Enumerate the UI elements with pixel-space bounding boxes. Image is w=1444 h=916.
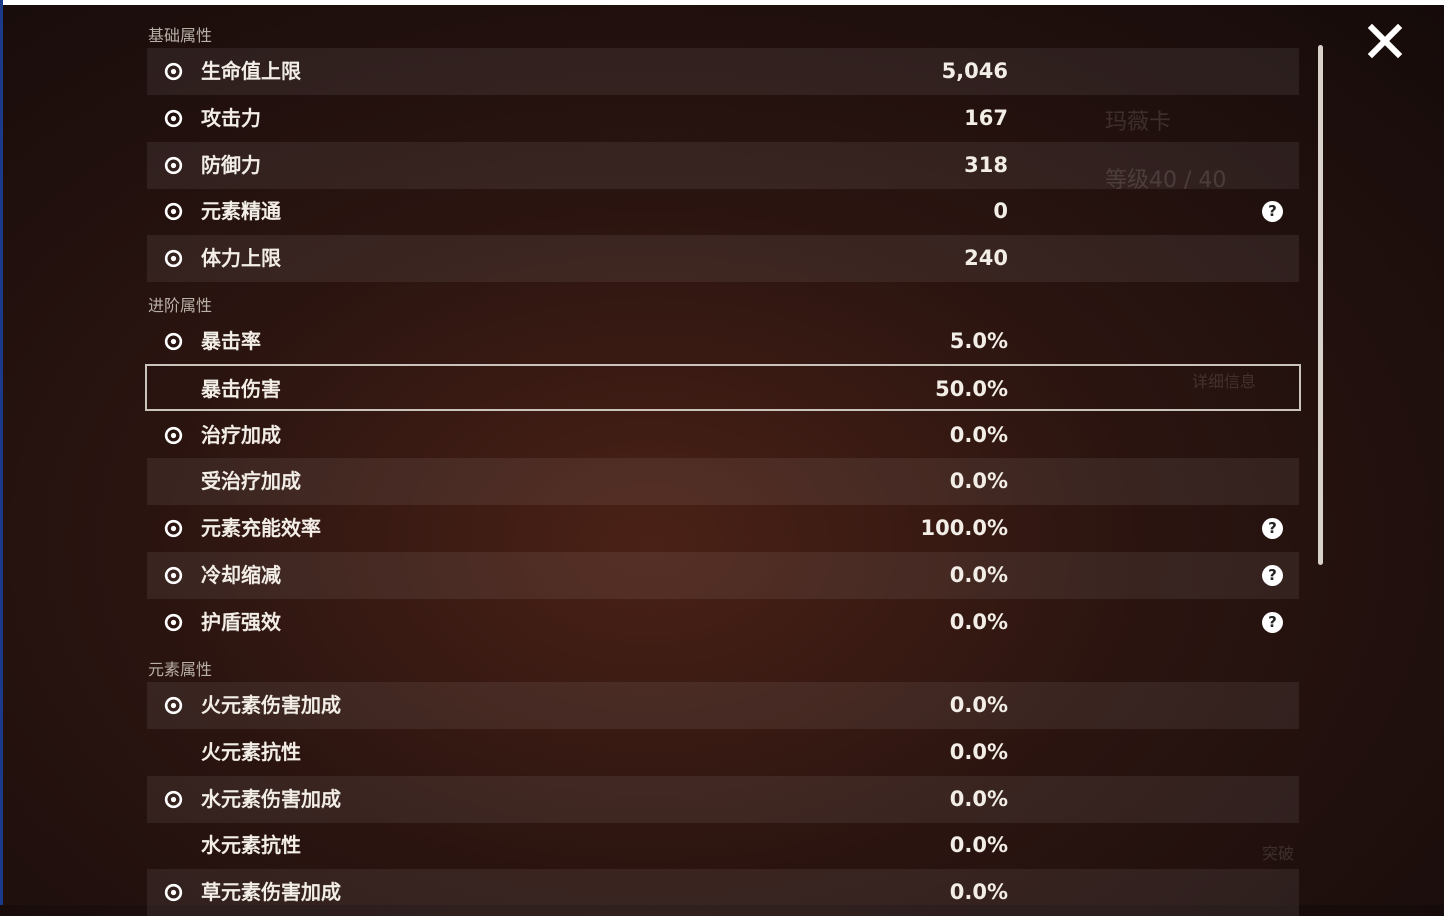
stat-label: 火元素抗性 [201, 739, 301, 764]
section-title: 基础属性 [148, 26, 213, 45]
stat-label: 生命值上限 [201, 59, 301, 83]
stat-label: 受治疗加成 [201, 469, 301, 494]
stat-icon [164, 332, 183, 351]
stat-row[interactable]: 攻击力 167 [147, 95, 1299, 142]
stat-icon [164, 884, 183, 902]
stat-value: 0.0% [949, 422, 1008, 447]
stat-row[interactable]: 火元素伤害加成 0.0% [147, 682, 1299, 729]
stat-label: 元素精通 [201, 199, 281, 224]
stat-label: 暴击率 [201, 329, 261, 353]
stat-row[interactable]: 防御力 318 [147, 141, 1299, 189]
ascend-button: 突破 [1262, 844, 1295, 863]
stat-value: 5,046 [941, 59, 1008, 83]
stat-label: 攻击力 [201, 105, 261, 130]
stat-icon [164, 156, 183, 174]
help-button[interactable]: ? [1262, 201, 1283, 223]
stat-row[interactable]: 生命值上限 5,046 [147, 48, 1299, 95]
stat-label: 水元素伤害加成 [201, 786, 341, 811]
stat-row[interactable]: 水元素伤害加成 0.0% [147, 775, 1299, 823]
stat-icon [164, 250, 183, 268]
stat-icon [164, 203, 183, 221]
stat-label: 水元素抗性 [201, 833, 301, 858]
stat-row[interactable]: 治疗加成 0.0% [147, 412, 1299, 459]
section-title: 元素属性 [148, 660, 213, 679]
stat-row[interactable]: 暴击伤害 50.0% [145, 363, 1301, 411]
stat-value: 50.0% [935, 376, 1008, 401]
stat-value: 0.0% [949, 833, 1008, 858]
stat-icon [164, 62, 183, 81]
details-button: 详细信息 [1192, 372, 1257, 391]
stat-value: 167 [964, 105, 1008, 130]
section-title: 进阶属性 [148, 296, 213, 315]
stat-value: 0 [993, 199, 1008, 224]
stat-label: 元素充能效率 [201, 516, 321, 541]
stat-row[interactable]: 冷却缩减 0.0%? [147, 552, 1299, 599]
stat-label: 体力上限 [201, 246, 281, 271]
stat-icon [164, 696, 183, 715]
stat-label: 护盾强效 [201, 609, 281, 634]
stat-label: 暴击伤害 [201, 376, 281, 401]
close-button[interactable] [1366, 22, 1404, 60]
stat-value: 0.0% [949, 693, 1008, 717]
stat-value: 5.0% [949, 329, 1008, 353]
stat-value: 0.0% [949, 739, 1008, 764]
stat-label: 草元素伤害加成 [201, 880, 341, 905]
stat-icon [164, 566, 183, 585]
stat-icon [164, 426, 183, 444]
help-button[interactable]: ? [1262, 565, 1283, 586]
character-name: 玛薇卡 [1105, 110, 1172, 135]
character-level: 等级40 / 40 [1105, 168, 1227, 193]
stat-row[interactable]: 暴击率 5.0% [147, 318, 1299, 365]
stat-value: 240 [964, 246, 1008, 271]
stat-value: 318 [964, 152, 1008, 177]
stat-value: 0.0% [949, 786, 1008, 811]
stat-value: 0.0% [949, 469, 1008, 494]
top-bar [0, 0, 1444, 5]
stat-value: 0.0% [949, 563, 1008, 587]
stat-icon [164, 790, 183, 808]
stat-row[interactable]: 体力上限 240 [147, 235, 1299, 283]
stat-icon [164, 613, 183, 631]
stat-row[interactable]: 草元素伤害加成 0.0% [147, 869, 1299, 916]
help-button[interactable]: ? [1262, 611, 1283, 633]
stat-icon [164, 109, 183, 127]
stat-value: 100.0% [920, 516, 1008, 541]
stat-icon [164, 520, 183, 538]
stat-row[interactable]: 护盾强效 0.0%? [147, 599, 1299, 646]
stat-label: 防御力 [201, 152, 261, 177]
stat-row[interactable]: 水元素抗性 0.0% [147, 822, 1299, 869]
stat-row[interactable]: 火元素抗性 0.0% [147, 729, 1299, 776]
stat-value: 0.0% [949, 609, 1008, 634]
help-button[interactable]: ? [1262, 518, 1283, 540]
window-edge [0, 0, 3, 905]
stat-value: 0.0% [949, 880, 1008, 905]
stat-row[interactable]: 元素充能效率 100.0%? [147, 505, 1299, 552]
stat-row[interactable]: 受治疗加成 0.0% [147, 458, 1299, 506]
stat-label: 治疗加成 [201, 422, 281, 447]
stat-label: 冷却缩减 [201, 563, 281, 587]
stat-label: 火元素伤害加成 [201, 693, 341, 717]
scrollbar[interactable] [1318, 45, 1323, 565]
stat-row[interactable]: 元素精通 0? [147, 188, 1299, 235]
